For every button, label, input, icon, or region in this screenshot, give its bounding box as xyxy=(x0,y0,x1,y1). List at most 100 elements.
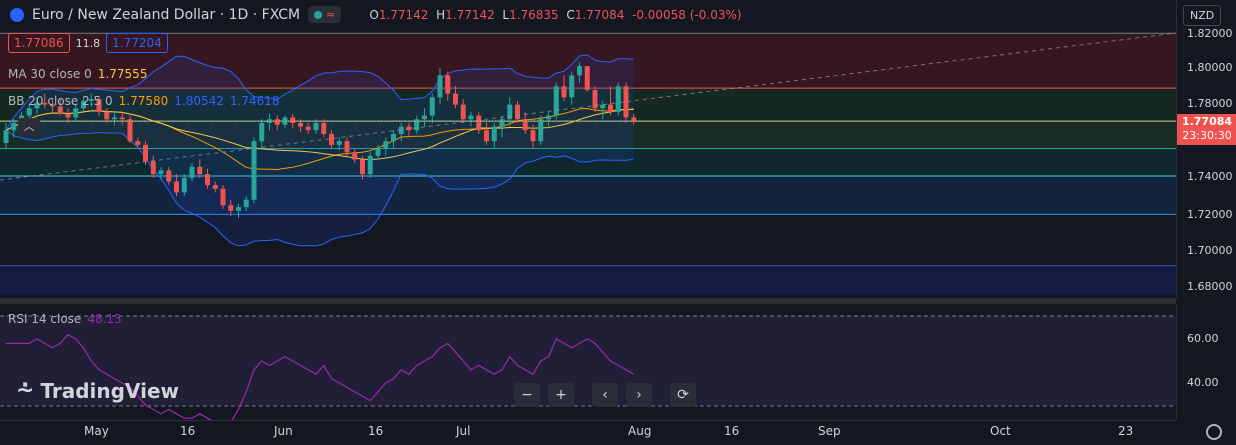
price-tick: 1.70000 xyxy=(1187,244,1233,257)
sell-button[interactable]: 1.77086 xyxy=(8,33,70,53)
zoom-in-button[interactable]: + xyxy=(548,383,574,407)
bb-legend[interactable]: BB 20 close 2.5 0 1.77580 1.80542 1.7461… xyxy=(8,94,280,108)
time-tick: Oct xyxy=(990,424,1011,438)
rsi-tick: 60.00 xyxy=(1187,332,1219,345)
candle-body xyxy=(73,108,79,118)
candle-body xyxy=(530,130,536,142)
candle-body xyxy=(445,75,451,94)
candle-body xyxy=(251,141,257,200)
zoom-out-button[interactable]: − xyxy=(514,383,540,407)
time-tick: 23 xyxy=(1118,424,1134,438)
minus-icon: − xyxy=(521,387,533,403)
candle-body xyxy=(150,161,156,175)
candle-body xyxy=(484,130,489,142)
ma-line xyxy=(5,108,634,161)
candle-body xyxy=(243,199,249,208)
settings-gear-icon[interactable] xyxy=(1206,424,1222,440)
candle-body xyxy=(468,115,474,120)
tv-logo-text: TradingView xyxy=(40,378,179,403)
scroll-right-button[interactable]: › xyxy=(626,383,652,407)
candle-body xyxy=(553,86,559,116)
candle-body xyxy=(228,205,234,211)
chevron-up-icon: ︿ xyxy=(23,120,35,133)
bb-upper-line xyxy=(5,54,634,131)
candle-body xyxy=(104,111,110,120)
chevron-right-icon: › xyxy=(636,387,642,403)
rsi-chart[interactable] xyxy=(0,304,1176,420)
candle-body xyxy=(11,122,17,131)
rsi-value: 48.13 xyxy=(87,312,122,326)
scroll-left-button[interactable]: ‹ xyxy=(592,383,618,407)
candle-body xyxy=(174,181,179,193)
candle-body xyxy=(189,166,195,178)
bb-lower-value: 1.74618 xyxy=(229,94,280,108)
candle-body xyxy=(96,99,102,112)
pane-separator[interactable] xyxy=(0,298,1176,304)
rsi-axis[interactable]: 60.00 40.00 xyxy=(1176,304,1236,420)
time-tick: May xyxy=(84,424,109,438)
symbol-logo-icon[interactable] xyxy=(10,7,24,22)
bb-basis-value: 1.77580 xyxy=(118,94,169,108)
candle-body xyxy=(205,174,210,186)
candle-body xyxy=(181,177,187,193)
trend-line[interactable] xyxy=(0,32,1176,181)
candle-body xyxy=(367,155,373,175)
price-tick: 1.78000 xyxy=(1187,97,1233,110)
candle-body xyxy=(112,117,117,120)
candle-body xyxy=(88,99,94,101)
price-axis[interactable]: NZD 1.82000 1.80000 1.78000 1.77084 23:3… xyxy=(1176,0,1236,298)
ma-name: MA 30 close 0 xyxy=(8,67,92,81)
rsi-legend[interactable]: RSI 14 close 48.13 xyxy=(8,312,122,326)
candle-body xyxy=(135,141,141,145)
candle-body xyxy=(577,66,582,76)
ma-value: 1.77555 xyxy=(97,67,148,81)
fib-band xyxy=(0,265,1176,295)
bb-name: BB 20 close 2.5 0 xyxy=(8,94,113,108)
price-tick: 1.82000 xyxy=(1187,27,1233,40)
bb-fill xyxy=(6,54,634,246)
candle-body xyxy=(65,113,71,118)
tradingview-logo[interactable]: ⩪ TradingView xyxy=(16,378,179,403)
candle-body xyxy=(259,122,265,142)
candle-body xyxy=(212,185,218,189)
candle-body xyxy=(119,117,125,120)
candle-body xyxy=(197,166,203,175)
candle-body xyxy=(476,115,482,131)
trade-buttons: 1.77086 11.8 1.77204 xyxy=(8,33,168,53)
main-chart[interactable] xyxy=(0,0,1176,298)
reset-chart-button[interactable]: ⟳ xyxy=(670,383,696,407)
candle-body xyxy=(437,75,443,98)
market-status-toggle[interactable]: ≈ xyxy=(308,6,342,23)
candle-body xyxy=(515,104,520,120)
time-tick: Jun xyxy=(274,424,293,438)
ma-legend[interactable]: MA 30 close 0 1.77555 xyxy=(8,67,147,81)
candle-body xyxy=(429,97,435,116)
candle-body xyxy=(81,100,86,109)
candle-body xyxy=(631,117,637,122)
candle-body xyxy=(615,86,621,112)
rsi-background xyxy=(0,316,1176,406)
candle-body xyxy=(600,104,606,109)
currency-badge[interactable]: NZD xyxy=(1183,5,1222,26)
last-price-value: 1.77084 xyxy=(1181,115,1233,128)
candle-body xyxy=(422,115,427,120)
candle-body xyxy=(166,170,172,182)
time-axis[interactable]: May 16 Jun 16 Jul Aug 16 Sep Oct 23 xyxy=(0,420,1176,445)
bb-upper-value: 1.80542 xyxy=(174,94,224,108)
candle-body xyxy=(561,86,567,98)
plus-icon: + xyxy=(555,387,567,403)
rsi-name: RSI 14 close xyxy=(8,312,82,326)
candle-body xyxy=(336,141,342,145)
symbol-title[interactable]: Euro / New Zealand Dollar · 1D · FXCM xyxy=(32,6,301,23)
candle-body xyxy=(158,170,164,175)
collapse-legend-button[interactable]: ︿ xyxy=(18,118,40,136)
candle-body xyxy=(352,152,358,160)
buy-button[interactable]: 1.77204 xyxy=(106,33,168,53)
last-price-label: 1.77084 23:30:30 xyxy=(1177,114,1236,145)
candle-body xyxy=(26,108,32,116)
candle-body xyxy=(220,188,226,206)
market-open-icon xyxy=(314,11,323,19)
candle-body xyxy=(3,130,9,144)
time-tick: Sep xyxy=(818,424,841,438)
candle-body xyxy=(460,104,466,120)
